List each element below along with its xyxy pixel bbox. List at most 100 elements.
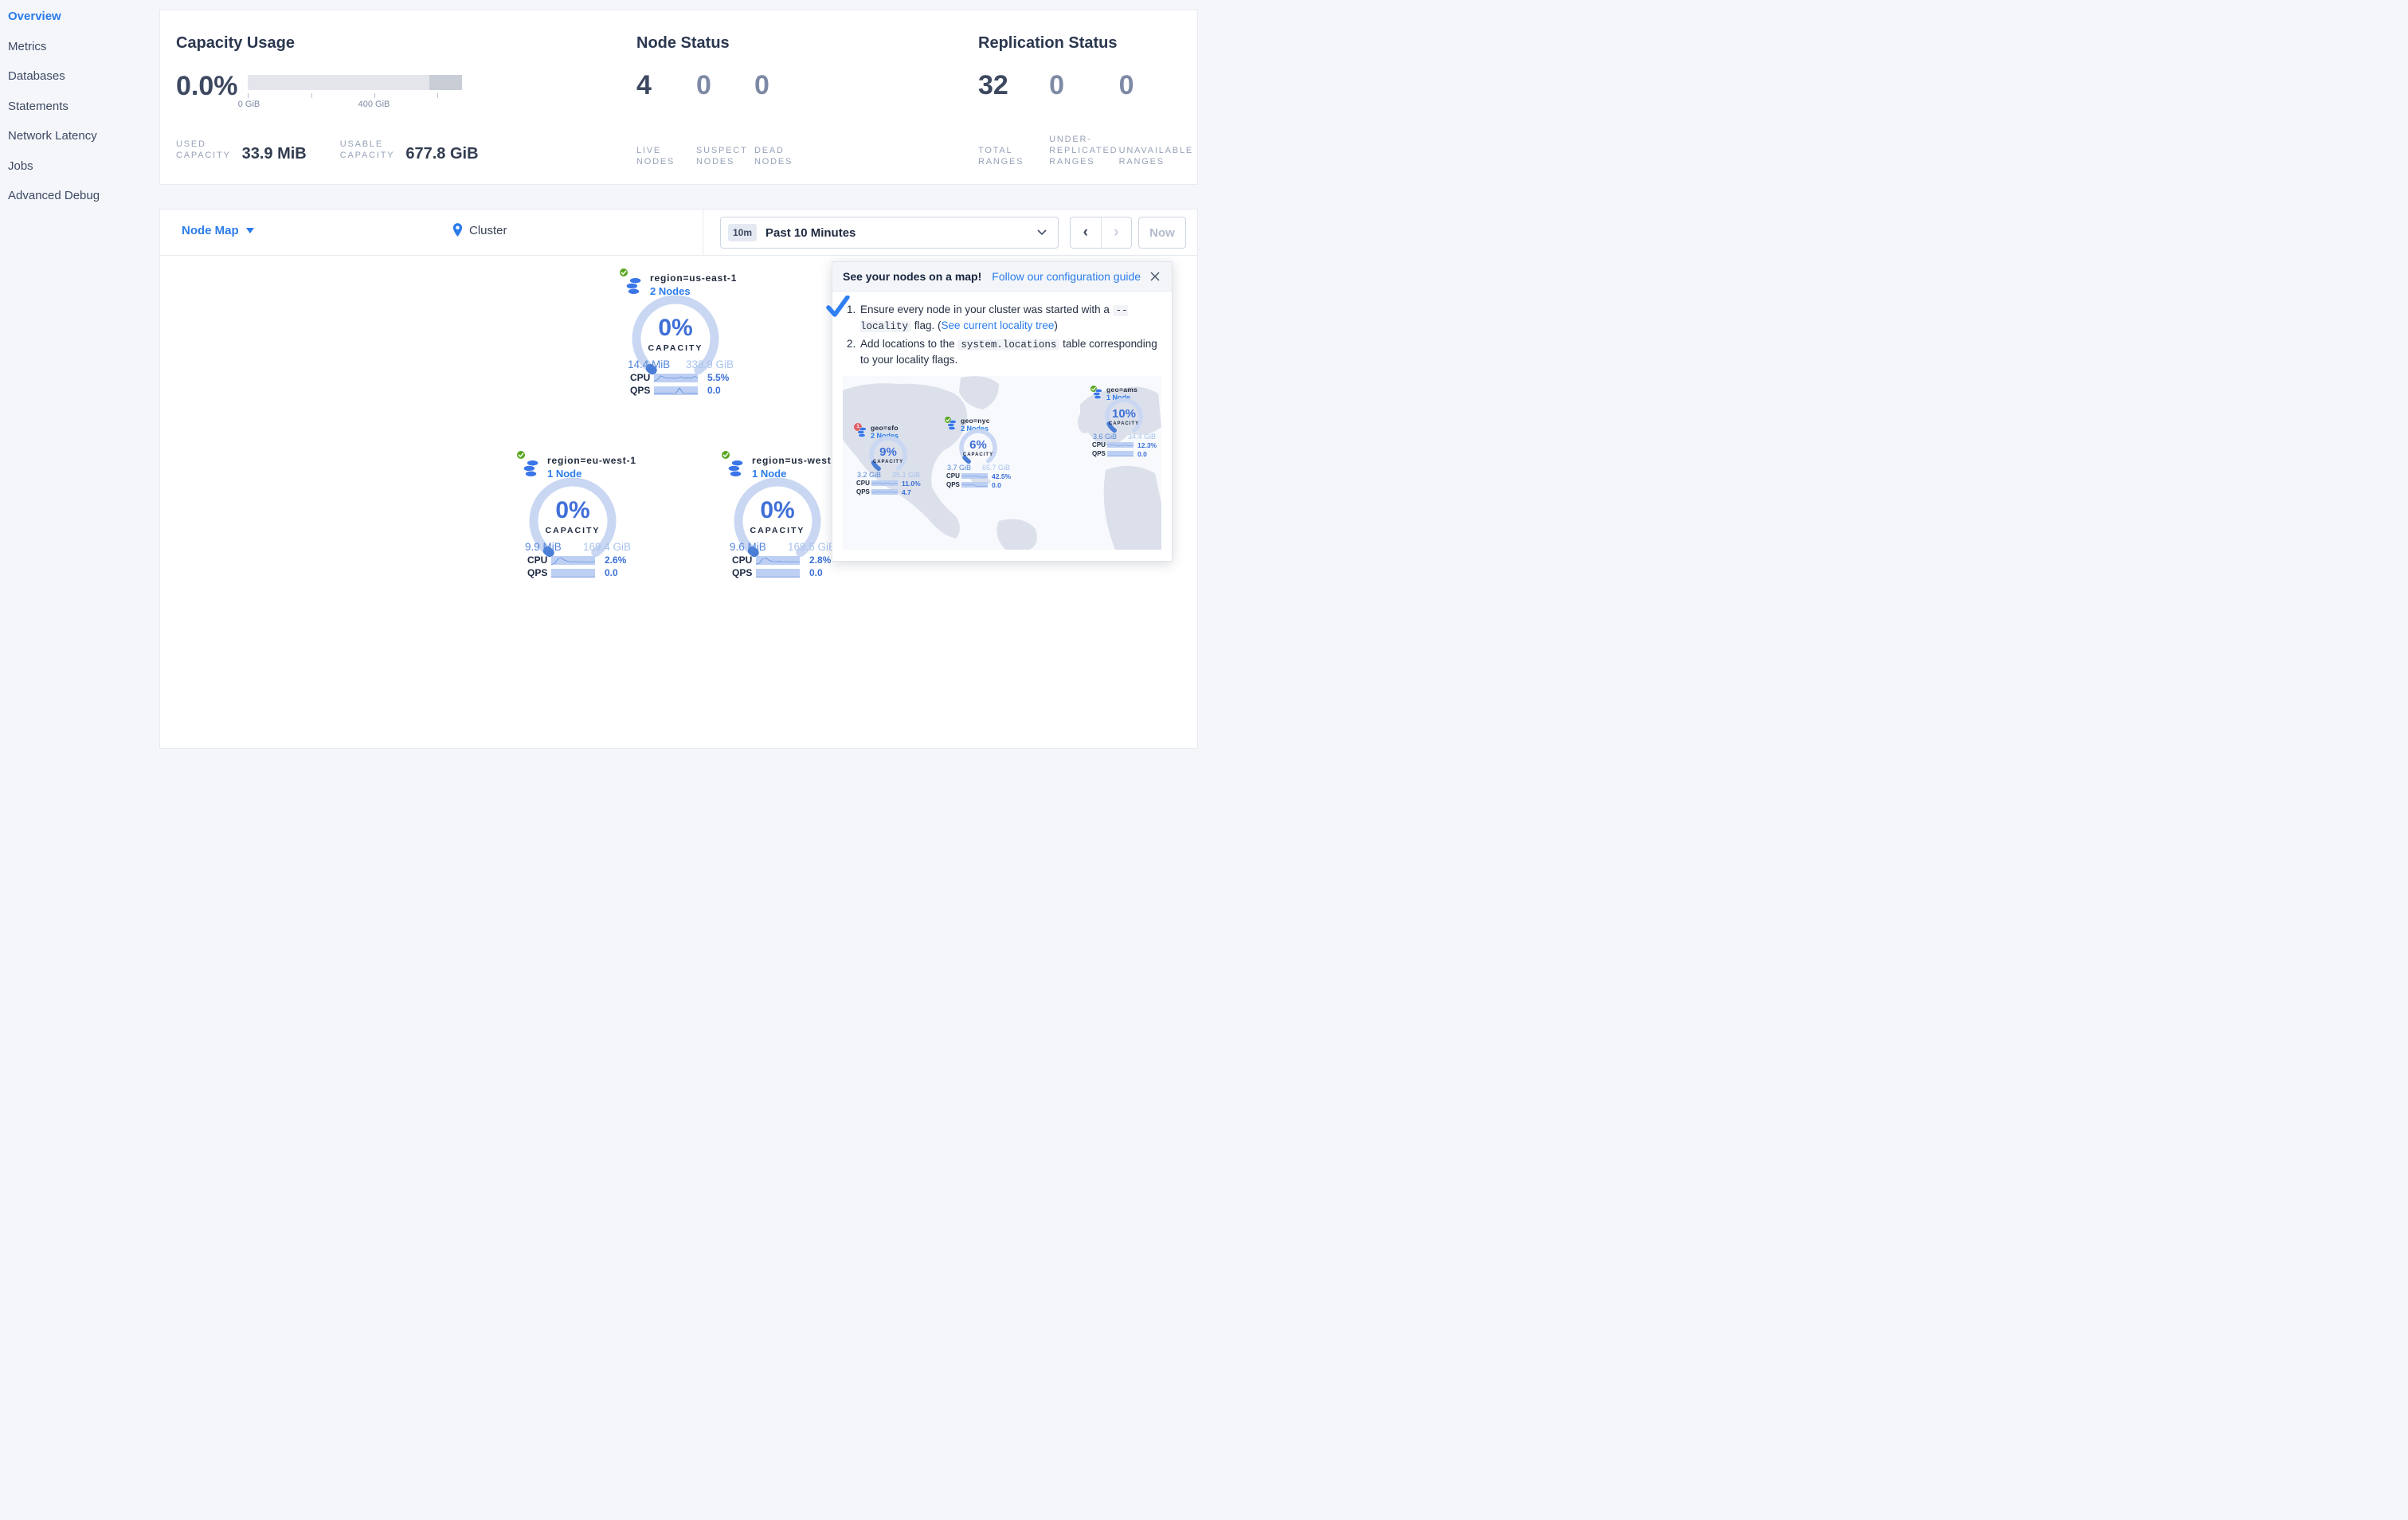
time-prev-button[interactable]: ‹ — [1071, 217, 1102, 248]
cpu-label: CPU — [732, 554, 753, 566]
tooltip-body: 1. Ensure every node in your cluster was… — [826, 292, 1172, 368]
cluster-overview-panel: Capacity Usage 0.0% 0 GiB 400 GiB USED C… — [159, 10, 1198, 185]
tooltip-header: See your nodes on a map! Follow our conf… — [832, 262, 1172, 292]
region-card-eu-west-1[interactable]: region=eu-west-1 1 Node 0% CAPACITY 9.9 … — [513, 448, 636, 582]
region-card-us-west-1[interactable]: region=us-west-1 1 Node 0% CAPACITY 9.6 … — [718, 448, 840, 582]
capacity-gauge — [867, 434, 909, 476]
qps-label: QPS — [527, 567, 548, 578]
region-name: geo=ams — [1106, 385, 1138, 394]
warning-badge-icon: 1 — [854, 422, 862, 431]
unavailable-ranges-label: UNAVAILABLE RANGES — [1118, 146, 1193, 166]
time-next-button[interactable]: › — [1102, 217, 1132, 248]
sidebar-item-overview[interactable]: Overview — [8, 10, 61, 23]
sidebar-item-databases[interactable]: Databases — [8, 69, 65, 83]
now-button[interactable]: Now — [1138, 217, 1186, 249]
suspect-nodes-label: SUSPECT NODES — [696, 146, 748, 166]
usable-capacity-value: 677.8 GiB — [405, 145, 479, 163]
node-map-setup-tooltip: See your nodes on a map! Follow our conf… — [826, 261, 1173, 562]
qps-label: QPS — [856, 488, 870, 496]
gauge-percent: 0% — [658, 315, 693, 341]
capacity-bar: 0 GiB 400 GiB — [238, 75, 463, 109]
cpu-value: 5.5% — [707, 372, 730, 383]
capacity-bar-track — [247, 75, 462, 90]
region-name: geo=nyc — [961, 416, 990, 425]
time-range-dropdown[interactable]: 10m Past 10 Minutes — [720, 217, 1059, 249]
breadcrumb: Cluster — [452, 223, 507, 238]
database-icon — [1093, 389, 1102, 399]
region-node-count-link: 1 Node — [1106, 393, 1131, 402]
sidebar-item-network-latency[interactable]: Network Latency — [8, 129, 97, 143]
big-check-icon — [826, 296, 850, 317]
region-name: region=us-west-1 — [752, 455, 841, 466]
locality-tree-link[interactable]: See current locality tree — [941, 319, 1055, 332]
gauge-capacity-label: CAPACITY — [545, 526, 601, 535]
sidebar-item-statements[interactable]: Statements — [8, 99, 69, 113]
total-ranges-count: 32 — [978, 70, 1008, 100]
node-status-section: Node Status 4 LIVE NODES 0 SUSPECT NODES… — [636, 10, 955, 186]
example-node-map-image: 1 geo=sfo 2 Nodes 9% CAPACITY — [843, 375, 1161, 550]
qps-label: QPS — [946, 481, 960, 489]
region-name: region=eu-west-1 — [547, 455, 636, 466]
database-icon — [947, 420, 957, 430]
qps-label: QPS — [732, 567, 753, 578]
sidebar-item-jobs[interactable]: Jobs — [8, 159, 33, 173]
capacity-total-value: 169.5 GiB — [787, 541, 836, 553]
map-toolbar: Node Map Cluster 10m Past 10 Minutes ‹ ›… — [160, 210, 1197, 256]
usable-capacity-label: USABLE CAPACITY — [339, 139, 395, 160]
gauge-capacity-label: CAPACITY — [1108, 421, 1140, 426]
region-node-count-link: 2 Nodes — [871, 431, 899, 440]
map-pin-icon — [452, 223, 463, 237]
qps-label: QPS — [630, 385, 651, 396]
cpu-label: CPU — [856, 480, 870, 488]
qps-sparkline — [871, 489, 898, 496]
cpu-sparkline — [961, 473, 988, 480]
capacity-tick-0: 0 GiB — [237, 100, 260, 109]
total-ranges-label: TOTAL RANGES — [978, 146, 1024, 166]
sidebar-item-metrics[interactable]: Metrics — [8, 39, 47, 53]
capacity-used-value: 9.6 MiB — [730, 541, 766, 553]
db-console: Overview Metrics Databases Statements Ne… — [0, 0, 1204, 760]
qps-sparkline — [1107, 451, 1134, 457]
cpu-sparkline — [654, 373, 698, 382]
node-map-panel: Node Map Cluster 10m Past 10 Minutes ‹ ›… — [159, 209, 1198, 749]
healthy-check-icon — [722, 451, 730, 459]
close-icon[interactable] — [1148, 269, 1162, 284]
region-node-count-link[interactable]: 1 Node — [547, 468, 582, 480]
time-pager: ‹ › — [1070, 217, 1132, 249]
view-mode-dropdown[interactable]: Node Map — [182, 224, 254, 237]
configuration-guide-link[interactable]: Follow our configuration guide — [992, 270, 1141, 283]
capacity-tick-400: 400 GiB — [358, 100, 390, 109]
qps-label: QPS — [1092, 450, 1106, 458]
capacity-gauge — [631, 294, 720, 383]
view-mode-label: Node Map — [182, 224, 239, 237]
healthy-check-icon — [620, 268, 628, 276]
gauge-percent: 0% — [760, 497, 795, 523]
qps-sparkline — [551, 568, 595, 578]
cpu-label: CPU — [527, 554, 548, 566]
cpu-sparkline — [551, 555, 595, 565]
qps-sparkline — [654, 386, 698, 395]
region-name: region=us-east-1 — [650, 272, 738, 284]
cpu-label: CPU — [946, 472, 960, 480]
setup-step-2: 2. Add locations to the system.locations… — [847, 338, 1157, 366]
sidebar-item-advanced-debug[interactable]: Advanced Debug — [8, 189, 100, 202]
live-nodes-label: LIVE NODES — [636, 146, 675, 166]
database-icon — [857, 427, 867, 437]
database-icon — [625, 277, 642, 295]
capacity-bar-reserved — [429, 75, 462, 90]
dead-nodes-label: DEAD NODES — [754, 146, 793, 166]
region-node-count-link: 2 Nodes — [961, 424, 989, 433]
gauge-percent: 6% — [969, 437, 987, 452]
healthy-check-icon — [517, 451, 525, 459]
tooltip-title: See your nodes on a map! — [843, 270, 982, 283]
node-map-canvas: region=us-east-1 2 Nodes 0% CAPACITY 14.… — [160, 256, 1197, 748]
capacity-percent: 0.0% — [176, 71, 238, 101]
unavailable-ranges-count: 0 — [1118, 70, 1134, 100]
region-node-count-link[interactable]: 2 Nodes — [650, 285, 691, 297]
capacity-total-value: 169.4 GiB — [582, 541, 631, 553]
healthy-check-icon — [1090, 385, 1097, 392]
capacity-usage-title: Capacity Usage — [176, 34, 295, 52]
region-card-us-east-1[interactable]: region=us-east-1 2 Nodes 0% CAPACITY 14.… — [616, 265, 738, 399]
region-node-count-link[interactable]: 1 Node — [752, 468, 787, 480]
gauge-percent: 9% — [879, 445, 897, 459]
